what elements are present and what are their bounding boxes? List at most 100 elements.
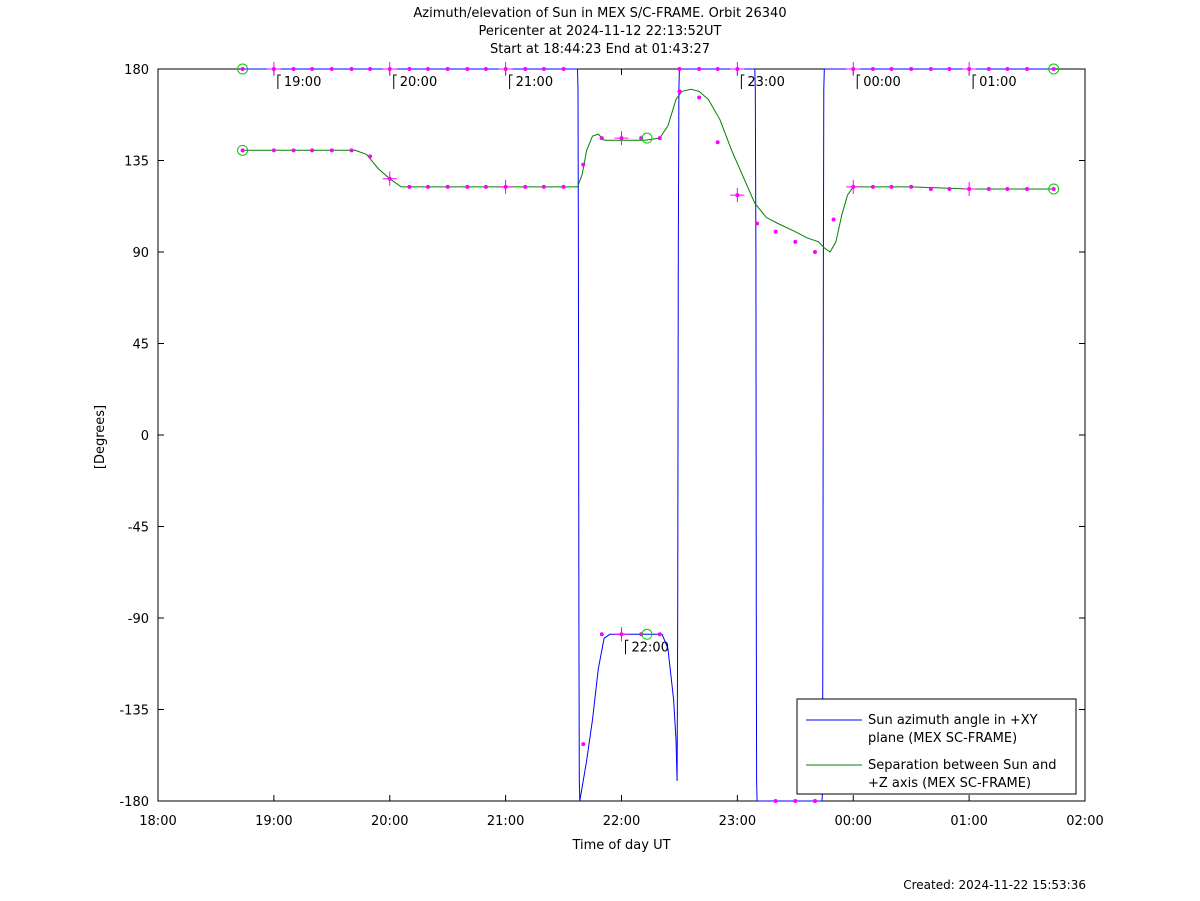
series-2-marker — [329, 148, 334, 153]
title-line-2: Pericenter at 2024-11-12 22:13:52UT — [478, 24, 721, 39]
time-annotation-label: 20:00 — [400, 75, 437, 90]
series-1-marker — [407, 67, 412, 71]
time-annotation-pointer — [509, 74, 513, 89]
series-2-marker — [889, 184, 894, 189]
series-2-marker — [561, 184, 566, 189]
series-2-marker — [870, 184, 875, 189]
x-tick-label: 20:00 — [371, 814, 408, 829]
hour-tick-marker — [498, 179, 513, 194]
series-2-marker — [755, 221, 760, 226]
series-2-marker — [986, 186, 991, 191]
series-1-marker — [1051, 67, 1056, 71]
series-2-marker — [240, 148, 245, 153]
time-annotation-label: 23:00 — [747, 75, 784, 90]
series-2-marker — [715, 140, 720, 145]
x-tick-label: 21:00 — [487, 814, 524, 829]
series-2-marker — [1051, 186, 1056, 191]
endpoint-circle — [1048, 63, 1060, 75]
y-tick-label: -45 — [128, 521, 149, 536]
plot-frame — [157, 68, 1086, 802]
series-1-marker — [715, 67, 720, 71]
hour-tick-marker — [382, 62, 397, 76]
series — [242, 68, 1054, 802]
title-line-3: Start at 18:44:23 End at 01:43:27 — [490, 42, 710, 57]
x-tick-label: 18:00 — [139, 814, 176, 829]
time-annotation-pointer — [277, 74, 281, 89]
x-axis-label: Time of day UT — [571, 838, 670, 853]
series-1-line — [579, 633, 678, 802]
x-tick-label: 22:00 — [603, 814, 640, 829]
y-tick-label: 0 — [141, 429, 149, 444]
legend-label-2: Separation between Sun and — [868, 758, 1056, 773]
series-1-marker — [773, 799, 778, 803]
hour-tick-marker — [266, 62, 281, 76]
endpoint-circle — [237, 63, 249, 75]
series-1-line — [757, 68, 1054, 802]
x-tick-label: 01:00 — [950, 814, 987, 829]
series-2-marker — [677, 89, 682, 94]
time-annotation-label: 01:00 — [979, 75, 1016, 90]
series-2-marker — [831, 217, 836, 222]
series-1-marker — [928, 67, 933, 71]
hour-tick-marker — [846, 179, 861, 194]
series-1-marker — [1025, 67, 1030, 71]
endpoint-circle — [641, 132, 653, 144]
series-1-marker — [541, 67, 546, 71]
series-2-marker — [581, 162, 586, 167]
y-tick-label: -180 — [119, 795, 149, 810]
series-1-marker — [677, 67, 682, 71]
series-1-marker — [813, 799, 818, 803]
series-1-marker — [368, 67, 373, 71]
hour-tick-marker — [730, 62, 745, 76]
legend: Sun azimuth angle in +XY plane (MEX SC-FR… — [796, 698, 1077, 795]
series-2-marker — [793, 239, 798, 244]
hour-tick-marker — [382, 171, 397, 186]
series-2-marker — [271, 148, 276, 153]
series-1-marker — [1005, 67, 1010, 71]
series-1-marker — [240, 67, 245, 71]
hour-tick-marker — [962, 181, 977, 196]
legend-box — [796, 698, 1077, 795]
series-2-marker — [310, 148, 315, 153]
time-annotations: 19:00 20:00 21:00 22:00 23:00 00:00 01:00 — [277, 74, 1017, 655]
hour-tick-marker — [614, 131, 629, 146]
series-1-marker — [870, 67, 875, 71]
x-tick-label: 19:00 — [255, 814, 292, 829]
series-2-marker — [445, 184, 450, 189]
series-1-marker — [947, 67, 952, 71]
series-2-marker — [773, 229, 778, 234]
y-tick-label: -90 — [128, 612, 149, 627]
series-1-marker — [889, 67, 894, 71]
time-annotation-pointer — [740, 74, 745, 89]
y-tick-label: 90 — [132, 246, 149, 261]
series-2-marker — [483, 184, 488, 189]
series-2-marker — [947, 186, 952, 191]
series-2-marker — [425, 184, 430, 189]
axes: 18:00 19:00 20:00 21:00 22:00 23:00 00:00 01:00… — [119, 63, 1103, 829]
time-annotation-label: 00:00 — [863, 75, 900, 90]
time-annotation-label: 19:00 — [284, 75, 321, 90]
y-tick-label: -135 — [119, 704, 149, 719]
created-timestamp: Created: 2024-11-22 15:53:36 — [903, 878, 1086, 892]
series-2-marker — [368, 154, 373, 159]
hour-tick-marker — [962, 62, 977, 76]
series-1-marker — [657, 632, 662, 637]
y-tick-label: 180 — [124, 63, 149, 78]
series-2-marker — [697, 95, 702, 100]
series-1-marker — [291, 67, 296, 71]
series-2-marker — [349, 148, 354, 153]
x-tick-label: 02:00 — [1066, 814, 1103, 829]
series-1-marker — [310, 67, 315, 71]
series-1-line — [242, 68, 581, 802]
endpoint-circle — [237, 144, 249, 156]
series-2-marker — [1005, 186, 1010, 191]
series-2-marker — [657, 136, 662, 141]
chart-title: Azimuth/elevation of Sun in MEX S/C-FRAM… — [413, 6, 786, 57]
series-1-marker — [581, 742, 586, 747]
series-2-marker — [523, 184, 528, 189]
endpoint-circle — [641, 628, 653, 640]
series-1-marker — [483, 67, 488, 71]
y-tick-label: 135 — [124, 155, 149, 170]
series-2-marker — [407, 184, 412, 189]
